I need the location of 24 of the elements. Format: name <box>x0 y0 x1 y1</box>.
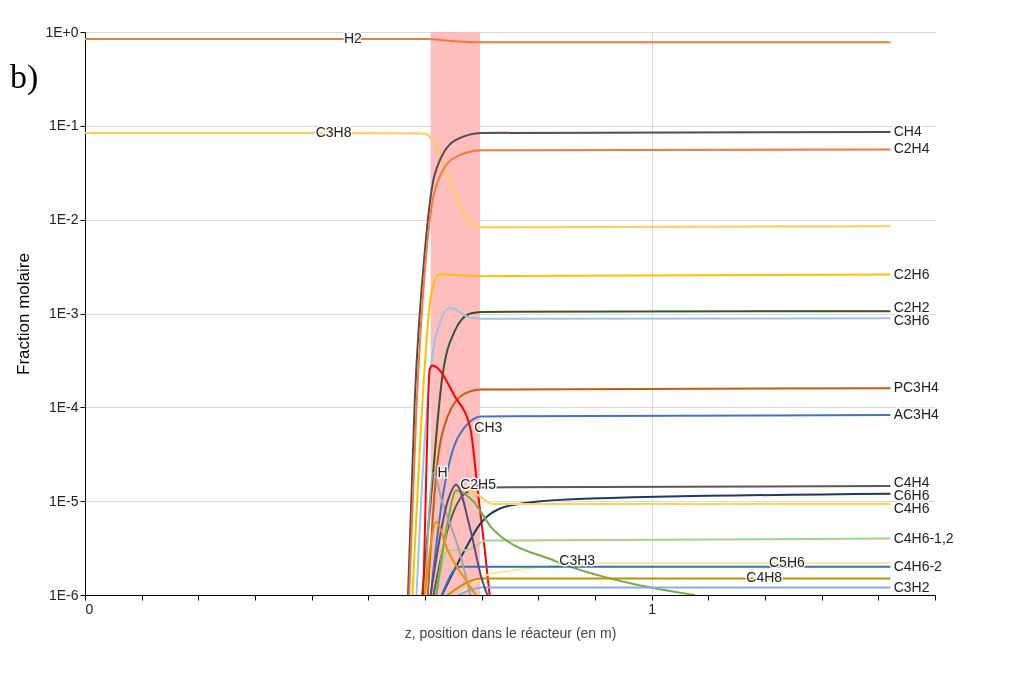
y-tick-label: 1E-1 <box>48 117 79 134</box>
annotation: C5H6 <box>769 553 806 570</box>
y-tick-label: 1E-5 <box>48 492 79 509</box>
x-axis-title: z, position dans le réacteur (en m) <box>404 624 617 641</box>
x-tick-label: 1 <box>648 600 657 617</box>
y-tick-label: 1E-3 <box>48 305 79 321</box>
annotation: C2H4 <box>893 140 930 157</box>
annotation: C4H6-1,2 <box>893 529 954 546</box>
x-tick-label: 0 <box>85 600 94 617</box>
text: b) <box>10 58 39 96</box>
y-tick-label: 1E-2 <box>48 211 79 228</box>
y-tick-label: 1E-6 <box>48 586 79 603</box>
annotation: C3H2 <box>893 578 930 595</box>
annotation: C3H3 <box>559 552 596 569</box>
annotation: AC3H4 <box>893 405 940 422</box>
annotation: CH4 <box>893 122 922 139</box>
annotation: H <box>437 463 448 480</box>
annotation: PC3H4 <box>893 379 940 396</box>
y-tick-label: 1E-4 <box>48 398 79 415</box>
y-tick-label: 1E+0 <box>45 23 79 40</box>
annotation: CH3 <box>474 419 503 436</box>
annotation: C2H6 <box>893 265 930 282</box>
annotation: C4H6-2 <box>893 557 943 574</box>
y-axis-title: Fraction molaire <box>14 253 34 375</box>
